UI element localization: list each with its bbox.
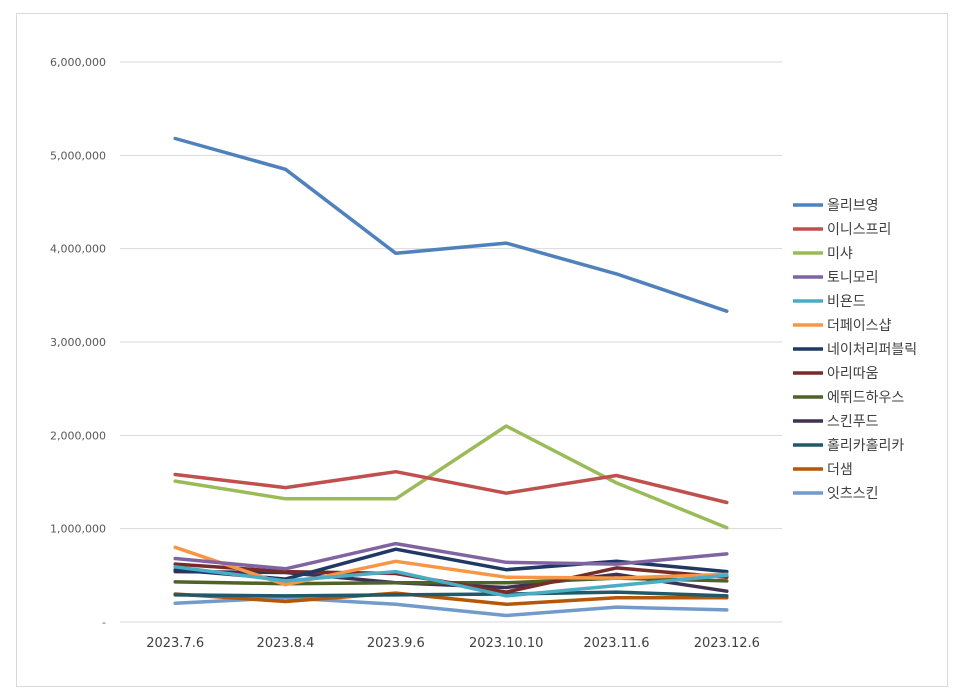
legend-label: 미샤 (827, 246, 853, 262)
y-tick-label: 1,000,000 (50, 523, 106, 536)
y-axis-labels: - 1,000,000 2,000,000 3,000,000 4,000,000 5,0… (50, 56, 106, 629)
legend-label: 네이처리퍼블릭 (827, 342, 917, 358)
legend-label: 이니스프리 (827, 222, 891, 238)
x-tick-label: 2023.10.10 (469, 636, 543, 651)
series-line (173, 469, 729, 505)
x-tick-label: 2023.8.4 (257, 636, 315, 651)
x-tick-label: 2023.12.6 (694, 636, 760, 651)
legend-label: 올리브영 (827, 198, 879, 214)
y-tick-label: 4,000,000 (50, 243, 106, 256)
legend-label: 홀리카홀리카 (827, 438, 904, 454)
legend-label: 토니모리 (827, 270, 879, 286)
legend-label: 잇츠스킨 (827, 486, 879, 502)
y-tick-label: 5,000,000 (50, 149, 106, 162)
legend-label: 스킨푸드 (827, 414, 879, 430)
x-axis-labels: 2023.7.6 2023.8.4 2023.9.6 2023.10.10 2023.1… (146, 636, 760, 651)
y-tick-label: 3,000,000 (50, 336, 106, 349)
series-lines (173, 136, 729, 618)
legend-label: 더페이스샵 (827, 318, 892, 334)
legend-label: 비욘드 (827, 294, 866, 310)
legend-label: 에뛰드하우스 (827, 390, 904, 406)
series-line (173, 424, 729, 530)
series-line (173, 590, 729, 598)
y-tick-label: - (102, 616, 106, 629)
legend: 올리브영이니스프리미샤토니모리비욘드더페이스샵네이처리퍼블릭아리따움에뛰드하우스… (793, 198, 917, 502)
x-tick-label: 2023.7.6 (146, 636, 204, 651)
x-tick-label: 2023.9.6 (367, 636, 425, 651)
legend-label: 더샘 (827, 462, 853, 478)
gridlines (120, 61, 782, 623)
series-line (173, 565, 729, 598)
series-line (173, 541, 729, 571)
series-line (173, 591, 729, 607)
legend-label: 아리따움 (827, 366, 879, 382)
x-tick-label: 2023.11.6 (583, 636, 649, 651)
y-tick-label: 2,000,000 (50, 429, 106, 442)
series-line (173, 136, 729, 313)
y-tick-label: 6,000,000 (50, 56, 106, 69)
